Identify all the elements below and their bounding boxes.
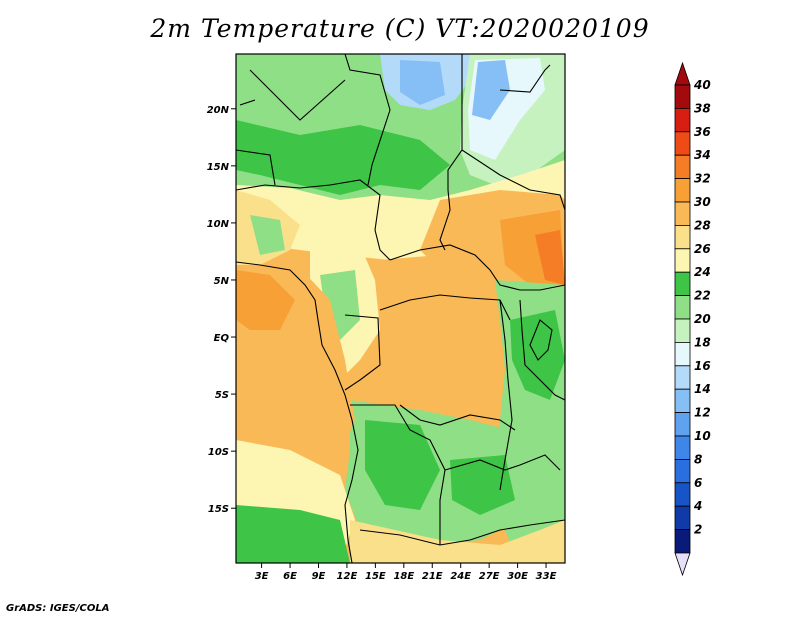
- colorbar-segment: [674, 201, 691, 226]
- colorbar-segment: [674, 318, 691, 343]
- colorbar-label: 4: [693, 499, 702, 513]
- lat-tick-label: 5S: [215, 390, 229, 401]
- lat-tick-label: 10N: [207, 219, 230, 230]
- colorbar-segment: [674, 365, 691, 390]
- colorbar-segment: [674, 224, 691, 250]
- colorbar-label: 16: [694, 359, 711, 373]
- colorbar-segment: [674, 248, 691, 273]
- colorbar-segment: [674, 131, 691, 156]
- grads-credit: GrADS: IGES/COLA: [6, 603, 110, 614]
- lat-tick-label: 15S: [208, 504, 229, 515]
- lon-tick-label: 3E: [255, 571, 269, 582]
- colorbar-label: 6: [694, 476, 702, 490]
- colorbar-label: 36: [694, 125, 711, 139]
- colorbar-segment: [674, 505, 691, 531]
- colorbar-segment: [674, 84, 691, 109]
- chart-title: 2m Temperature (C) VT:2020020109: [150, 14, 650, 43]
- lat-tick-label: EQ: [214, 333, 230, 344]
- axis-ticks: 3E 6E 9E 12E 15E 18E 21E 24E 27E 30E 33E 20N 15N 10N 5…: [207, 105, 557, 582]
- colorbar-segment: [674, 341, 691, 367]
- lon-tick-label: 30E: [507, 571, 528, 582]
- lon-tick-label: 18E: [393, 571, 414, 582]
- lat-tick-label: 10S: [208, 447, 229, 458]
- colorbar-segment: [674, 154, 691, 179]
- colorbar-segment: [674, 178, 691, 203]
- lon-tick-label: 12E: [337, 571, 358, 582]
- lon-tick-label: 33E: [536, 571, 557, 582]
- lat-tick-label: 15N: [207, 162, 230, 173]
- temperature-field: [236, 54, 565, 563]
- colorbar-segment: [674, 412, 691, 437]
- colorbar-segment: [674, 435, 691, 460]
- colorbar-label: 30: [694, 195, 711, 209]
- lon-tick-label: 21E: [422, 571, 443, 582]
- colorbar-segment: [674, 529, 691, 554]
- colorbar-label: 34: [694, 148, 711, 162]
- colorbar-label: 2: [694, 523, 702, 537]
- colorbar-label: 22: [694, 289, 711, 303]
- colorbar-label: 14: [694, 382, 711, 396]
- colorbar-label: 28: [694, 218, 711, 232]
- colorbar-segment: [674, 295, 691, 320]
- colorbar-label: 10: [694, 429, 711, 443]
- colorbar-label: 20: [694, 312, 711, 326]
- colorbar: 40 38 36 34 32 30 28 26 24 22 20 18 16 14 12 10 8 6 4 2: [674, 61, 711, 577]
- map-frame: [235, 53, 566, 564]
- colorbar-segment: [674, 482, 691, 507]
- colorbar-segment: [674, 108, 691, 133]
- lat-tick-label: 5N: [214, 276, 230, 287]
- colorbar-label: 26: [694, 242, 711, 256]
- lon-tick-label: 15E: [365, 571, 386, 582]
- colorbar-label: 8: [694, 452, 702, 466]
- lon-tick-label: 24E: [450, 571, 471, 582]
- colorbar-segment: [674, 458, 691, 484]
- lon-tick-label: 9E: [312, 571, 326, 582]
- lon-tick-label: 6E: [283, 571, 297, 582]
- lat-tick-label: 20N: [207, 105, 230, 116]
- colorbar-segment: [674, 271, 691, 297]
- colorbar-label: 24: [694, 265, 711, 279]
- country-borders: [236, 54, 565, 563]
- colorbar-label: 38: [694, 101, 711, 115]
- colorbar-label: 32: [694, 172, 711, 186]
- colorbar-label: 40: [693, 78, 711, 92]
- colorbar-low-arrow: [674, 552, 691, 577]
- colorbar-label: 12: [694, 406, 711, 420]
- colorbar-segment: [674, 388, 691, 414]
- colorbar-high-arrow: [674, 61, 691, 86]
- colorbar-label: 18: [694, 335, 711, 349]
- lon-tick-label: 27E: [479, 571, 500, 582]
